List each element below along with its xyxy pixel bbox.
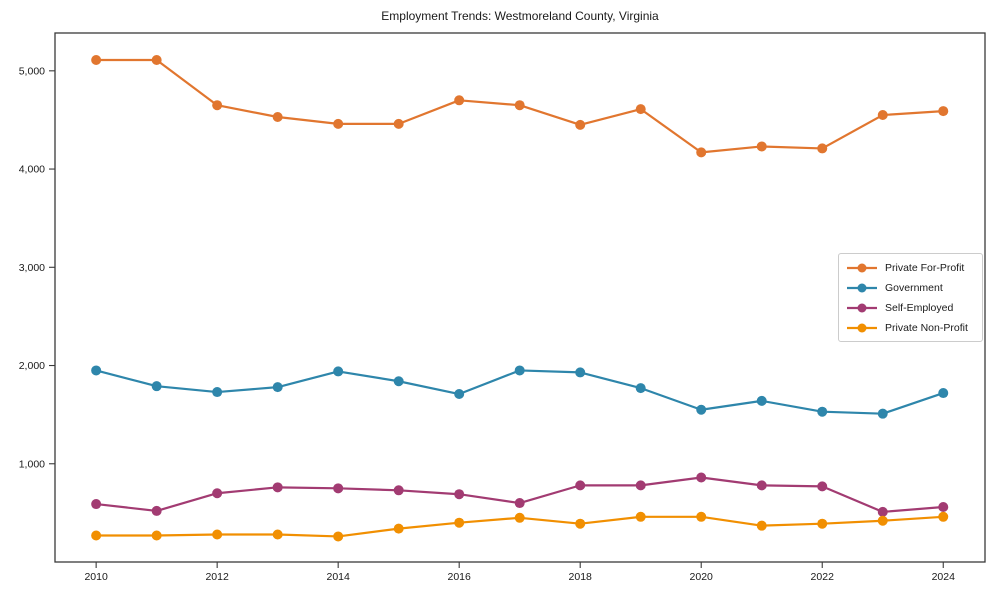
y-tick-label: 2,000 (19, 360, 45, 372)
y-tick-label: 5,000 (19, 65, 45, 77)
data-point-marker (151, 530, 162, 541)
legend-item: Self-Employed (846, 299, 974, 316)
x-tick-label: 2012 (205, 571, 229, 583)
y-tick-label: 4,000 (19, 164, 45, 176)
data-point-marker (877, 506, 888, 517)
data-point-marker (756, 395, 767, 406)
data-point-marker (151, 505, 162, 516)
data-point-marker (575, 518, 586, 529)
data-point-marker (91, 499, 102, 510)
legend-item-label: Private Non-Profit (885, 321, 968, 334)
data-point-marker (454, 489, 465, 500)
data-point-marker (635, 511, 646, 522)
data-point-marker (575, 367, 586, 378)
legend-marker-icon (847, 283, 877, 292)
x-tick-label: 2024 (932, 571, 956, 583)
data-point-marker (575, 480, 586, 491)
plot-frame (54, 32, 986, 563)
legend-item: Private Non-Profit (846, 319, 974, 336)
data-point-marker (272, 529, 283, 540)
data-point-marker (696, 472, 707, 483)
legend-item-label: Private For-Profit (885, 261, 965, 274)
data-point-marker (817, 406, 828, 417)
data-point-marker (393, 485, 404, 496)
data-point-marker (212, 100, 223, 111)
data-point-marker (514, 512, 525, 523)
data-point-marker (635, 383, 646, 394)
x-tick-label: 2016 (448, 571, 472, 583)
data-point-marker (151, 55, 162, 66)
data-point-marker (272, 382, 283, 393)
data-point-marker (333, 118, 344, 129)
data-point-marker (756, 480, 767, 491)
data-point-marker (938, 511, 949, 522)
data-point-marker (756, 141, 767, 152)
data-point-marker (333, 366, 344, 377)
data-point-marker (333, 483, 344, 494)
data-point-marker (393, 376, 404, 387)
x-tick-label: 2018 (569, 571, 593, 583)
data-point-marker (393, 118, 404, 129)
legend-item-label: Self-Employed (885, 301, 954, 314)
legend-item: Government (846, 279, 974, 296)
data-point-marker (696, 404, 707, 415)
legend: Private For-Profit Government Self-Employe… (838, 253, 983, 342)
legend-item: Private For-Profit (846, 259, 974, 276)
legend-marker-icon (847, 263, 877, 272)
data-point-marker (393, 523, 404, 534)
data-point-marker (91, 530, 102, 541)
data-point-marker (514, 498, 525, 509)
x-tick-label: 2010 (84, 571, 108, 583)
data-point-marker (514, 100, 525, 111)
data-point-marker (212, 488, 223, 499)
data-point-marker (938, 501, 949, 512)
data-point-marker (272, 111, 283, 122)
data-point-marker (212, 387, 223, 398)
legend-marker-icon (847, 323, 877, 332)
data-point-marker (91, 365, 102, 376)
data-point-marker (635, 480, 646, 491)
data-point-marker (817, 518, 828, 529)
data-point-marker (877, 110, 888, 121)
data-point-marker (212, 529, 223, 540)
y-tick-label: 1,000 (19, 458, 45, 470)
x-tick-label: 2020 (690, 571, 714, 583)
data-point-marker (817, 143, 828, 154)
data-point-marker (635, 104, 646, 115)
data-point-marker (938, 388, 949, 399)
x-tick-label: 2022 (811, 571, 835, 583)
legend-item-label: Government (885, 281, 943, 294)
data-point-marker (91, 55, 102, 66)
data-point-marker (817, 481, 828, 492)
data-point-marker (454, 95, 465, 106)
data-point-marker (454, 389, 465, 400)
y-tick-label: 3,000 (19, 262, 45, 274)
data-point-marker (151, 381, 162, 392)
x-tick-label: 2014 (326, 571, 350, 583)
data-point-marker (938, 106, 949, 117)
data-point-marker (272, 482, 283, 493)
series-line (95, 369, 944, 415)
data-point-marker (575, 119, 586, 130)
data-point-marker (696, 147, 707, 158)
data-point-marker (877, 515, 888, 526)
data-point-marker (756, 520, 767, 531)
data-point-marker (696, 511, 707, 522)
data-point-marker (877, 408, 888, 419)
data-point-marker (454, 517, 465, 528)
chart-title: Employment Trends: Westmoreland County, … (381, 9, 659, 23)
legend-marker-icon (847, 303, 877, 312)
data-point-marker (514, 365, 525, 376)
data-point-marker (333, 531, 344, 542)
